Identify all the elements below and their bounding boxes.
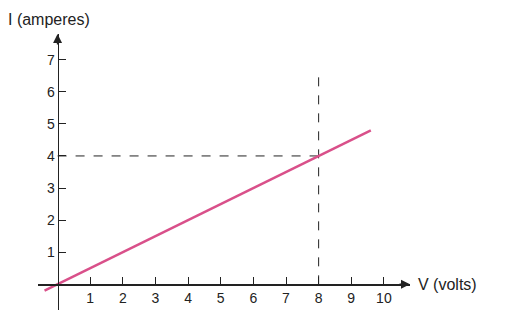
- svg-text:3: 3: [47, 180, 55, 196]
- svg-text:7: 7: [282, 290, 290, 306]
- svg-text:7: 7: [47, 52, 55, 68]
- svg-text:I (amperes): I (amperes): [8, 11, 90, 28]
- svg-text:2: 2: [47, 212, 55, 228]
- svg-text:5: 5: [47, 116, 55, 132]
- svg-text:1: 1: [47, 244, 55, 260]
- svg-text:6: 6: [47, 84, 55, 100]
- svg-text:9: 9: [347, 290, 355, 306]
- svg-text:3: 3: [152, 290, 160, 306]
- svg-text:10: 10: [376, 290, 392, 306]
- svg-text:4: 4: [47, 148, 55, 164]
- svg-text:6: 6: [249, 290, 257, 306]
- svg-text:4: 4: [184, 290, 192, 306]
- svg-text:1: 1: [86, 290, 94, 306]
- svg-text:2: 2: [119, 290, 127, 306]
- svg-text:8: 8: [315, 290, 323, 306]
- svg-text:5: 5: [217, 290, 225, 306]
- svg-text:V (volts): V (volts): [418, 276, 477, 293]
